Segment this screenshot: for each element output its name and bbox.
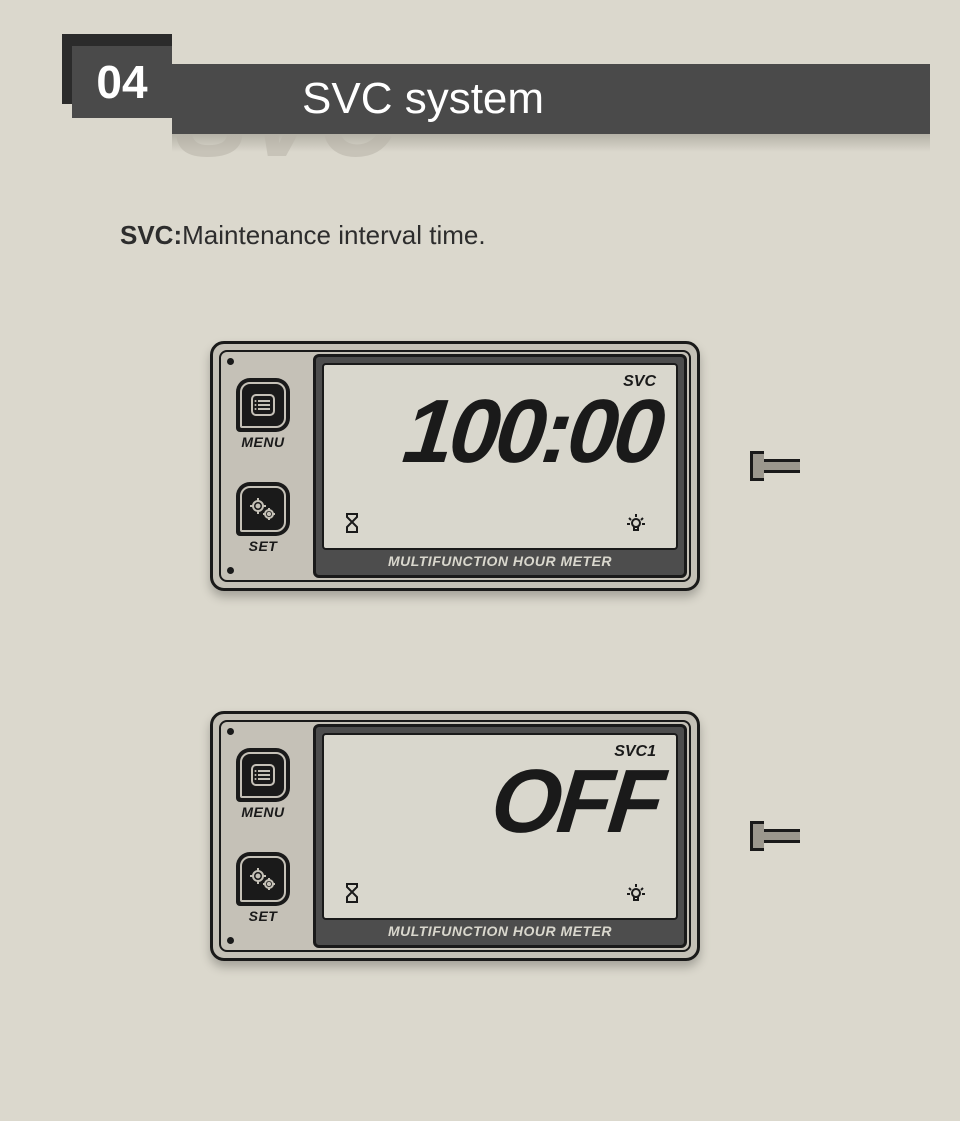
device-cable (750, 451, 800, 481)
device-diagram: MENU (210, 341, 750, 591)
device-bottom-label: MULTIFUNCTION HOUR METER (322, 550, 678, 569)
menu-button[interactable]: MENU (223, 748, 303, 820)
section-title-bar: SVC system (172, 64, 930, 134)
section-header: SVC 04 SVC system (0, 30, 960, 160)
menu-list-icon (250, 763, 276, 787)
bulb-icon (626, 883, 646, 908)
device-cable (750, 821, 800, 851)
description-prefix: SVC: (120, 220, 182, 250)
lcd-frame: SVC1 OFF MULTIFUNCTION HOUR METER (313, 724, 687, 948)
lcd-frame: SVC 100:00 MULTIFUNCTION HOUR METER (313, 354, 687, 578)
menu-button-label: MENU (241, 804, 284, 820)
device-bottom-label: MULTIFUNCTION HOUR METER (322, 920, 678, 939)
description-text: Maintenance interval time. (182, 220, 485, 250)
set-button[interactable]: SET (223, 482, 303, 554)
set-button-label: SET (249, 538, 278, 554)
device-diagram: MENU (210, 711, 750, 961)
hourglass-icon (344, 883, 360, 908)
set-button[interactable]: SET (223, 852, 303, 924)
hourglass-icon (344, 513, 360, 538)
section-description: SVC:Maintenance interval time. (120, 220, 960, 251)
menu-button[interactable]: MENU (223, 378, 303, 450)
lcd-value: OFF (487, 757, 664, 847)
lcd-screen: SVC 100:00 (322, 363, 678, 550)
menu-button-label: MENU (241, 434, 284, 450)
set-button-label: SET (249, 908, 278, 924)
device-illustrations: MENU (0, 341, 960, 961)
bulb-icon (626, 513, 646, 538)
banner-drop-shadow (172, 134, 930, 152)
lcd-value: 100:00 (399, 387, 665, 477)
gears-icon (248, 496, 278, 522)
section-number-tab: 04 (72, 46, 172, 118)
gears-icon (248, 866, 278, 892)
menu-list-icon (250, 393, 276, 417)
lcd-screen: SVC1 OFF (322, 733, 678, 920)
